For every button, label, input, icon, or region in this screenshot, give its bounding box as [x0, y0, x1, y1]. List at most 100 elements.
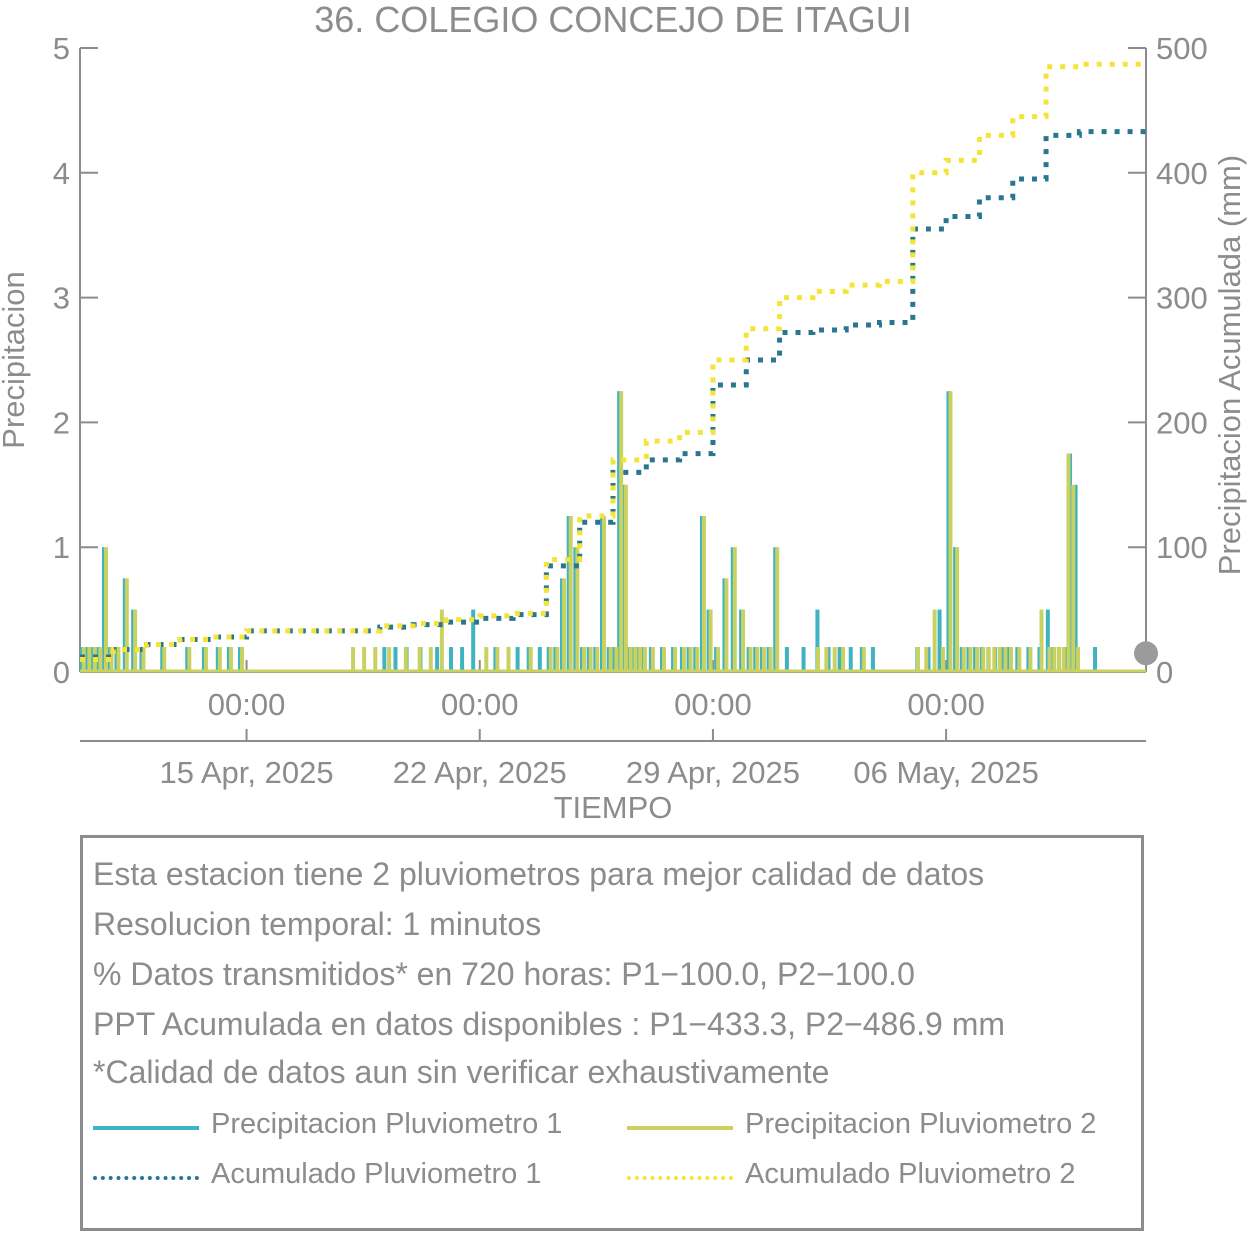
precip-bar [1093, 647, 1098, 672]
precip-bar [373, 647, 378, 672]
precip-bar [403, 647, 408, 672]
legend-swatch-acc-p2 [627, 1176, 733, 1180]
precip-bar [837, 647, 842, 672]
precip-bar [650, 647, 655, 672]
precip-bar [619, 391, 624, 672]
precip-bar [1071, 484, 1076, 672]
precip-bar [240, 647, 245, 672]
precip-bar [986, 647, 991, 672]
precip-bar [351, 647, 356, 672]
legend-swatch-acc-p1 [93, 1176, 199, 1180]
precip-bar [937, 609, 942, 672]
precip-bar [755, 647, 760, 672]
precip-bar [460, 647, 465, 672]
precip-bar [528, 647, 533, 672]
precip-bar [816, 647, 821, 672]
precip-bar [695, 647, 700, 672]
precip-bar [428, 647, 433, 672]
y-right-tick-label: 400 [1156, 156, 1208, 191]
precip-bar [948, 391, 953, 672]
legend-label-precip-p1: Precipitacion Pluviometro 1 [211, 1108, 563, 1140]
precip-bar [1056, 647, 1061, 672]
precip-bar [688, 647, 693, 672]
precip-bar [932, 609, 937, 672]
precip-bar [748, 647, 753, 672]
precip-bar [701, 516, 706, 672]
rainfall-chart: 36. COLEGIO CONCEJO DE ITAGUI 0 1 2 3 4 5 0 100… [0, 0, 1247, 825]
y-axis-label: Precipitacion [0, 271, 31, 448]
precip-bar [568, 516, 573, 672]
y-tick-label: 3 [53, 281, 70, 316]
precip-bar [582, 647, 587, 672]
precip-bar [515, 647, 520, 672]
acc-line-p2 [80, 61, 1146, 663]
legend-label-acc-p1: Acumulado Pluviometro 1 [211, 1158, 542, 1190]
precip-bar [602, 516, 607, 672]
precip-bar [362, 647, 367, 672]
x-tick-date-label: 22 Apr, 2025 [393, 755, 567, 790]
x-tick-time-label: 00:00 [907, 687, 985, 722]
info-line-accumulated: PPT Acumulada en datos disponibles : P1−… [93, 1006, 1005, 1042]
x-tick-time-label: 00:00 [674, 687, 752, 722]
precip-bar [439, 609, 444, 672]
precip-bar [848, 647, 853, 672]
precip-bar [495, 647, 500, 672]
precip-bar [801, 647, 806, 672]
precip-bar [673, 647, 678, 672]
precip-bar [608, 647, 613, 672]
legend-label-precip-p2: Precipitacion Pluviometro 2 [745, 1108, 1097, 1140]
precip-bar [133, 609, 138, 672]
precip-bar [628, 647, 633, 672]
precip-bar [981, 647, 986, 672]
precip-bar [562, 578, 567, 672]
precip-bar [1066, 453, 1071, 672]
info-line-resolution: Resolucion temporal: 1 minutos [93, 906, 542, 942]
x-tick-time-label: 00:00 [441, 687, 519, 722]
precip-bar [228, 647, 233, 672]
precip-bar [435, 647, 440, 672]
precip-bar [417, 647, 422, 672]
info-panel: Esta estacion tiene 2 pluviometros para … [80, 835, 1144, 1231]
precip-bar [955, 547, 960, 672]
precip-bar [633, 647, 638, 672]
precip-bar [1008, 647, 1013, 672]
y-axis-right-label: Precipitacion Acumulada (mm) [1212, 155, 1247, 575]
precip-bar [681, 647, 686, 672]
precip-bar [870, 647, 875, 672]
precip-bar [471, 609, 476, 672]
info-line-stations: Esta estacion tiene 2 pluviometros para … [93, 856, 985, 892]
x-axis-label: TIEMPO [554, 790, 673, 825]
end-marker [1134, 641, 1158, 666]
x-tick-date-label: 15 Apr, 2025 [160, 755, 334, 790]
precip-bar [915, 647, 920, 672]
precip-bar [968, 647, 973, 672]
precip-bar [203, 647, 208, 672]
legend-swatch-precip-p2 [627, 1126, 733, 1130]
precip-bar [387, 647, 392, 672]
chart-title: 36. COLEGIO CONCEJO DE ITAGUI [314, 0, 911, 40]
precip-bar [724, 578, 729, 672]
y-tick-label: 2 [53, 405, 70, 440]
precip-bar [784, 647, 789, 672]
y-tick-label: 0 [53, 655, 70, 690]
precip-bar [642, 647, 647, 672]
precip-bar [1052, 647, 1057, 672]
y-right-tick-label: 300 [1156, 281, 1208, 316]
precip-bar [162, 647, 167, 672]
precip-bar [708, 609, 713, 672]
precip-bar [638, 647, 643, 672]
precip-bar [98, 647, 103, 672]
precip-bar [824, 647, 829, 672]
y-right-tick-label: 0 [1156, 655, 1173, 690]
precip-bar [1028, 647, 1033, 672]
precip-bar [1061, 647, 1066, 672]
precip-bar [1017, 647, 1022, 672]
precip-bar [741, 609, 746, 672]
precip-bar [484, 647, 489, 672]
precip-bar [975, 647, 980, 672]
precip-bar [1073, 484, 1078, 672]
legend-label-acc-p2: Acumulado Pluviometro 2 [745, 1158, 1076, 1190]
precip-bar [732, 547, 737, 672]
precip-bar [595, 647, 600, 672]
y-tick-label: 4 [53, 156, 70, 191]
